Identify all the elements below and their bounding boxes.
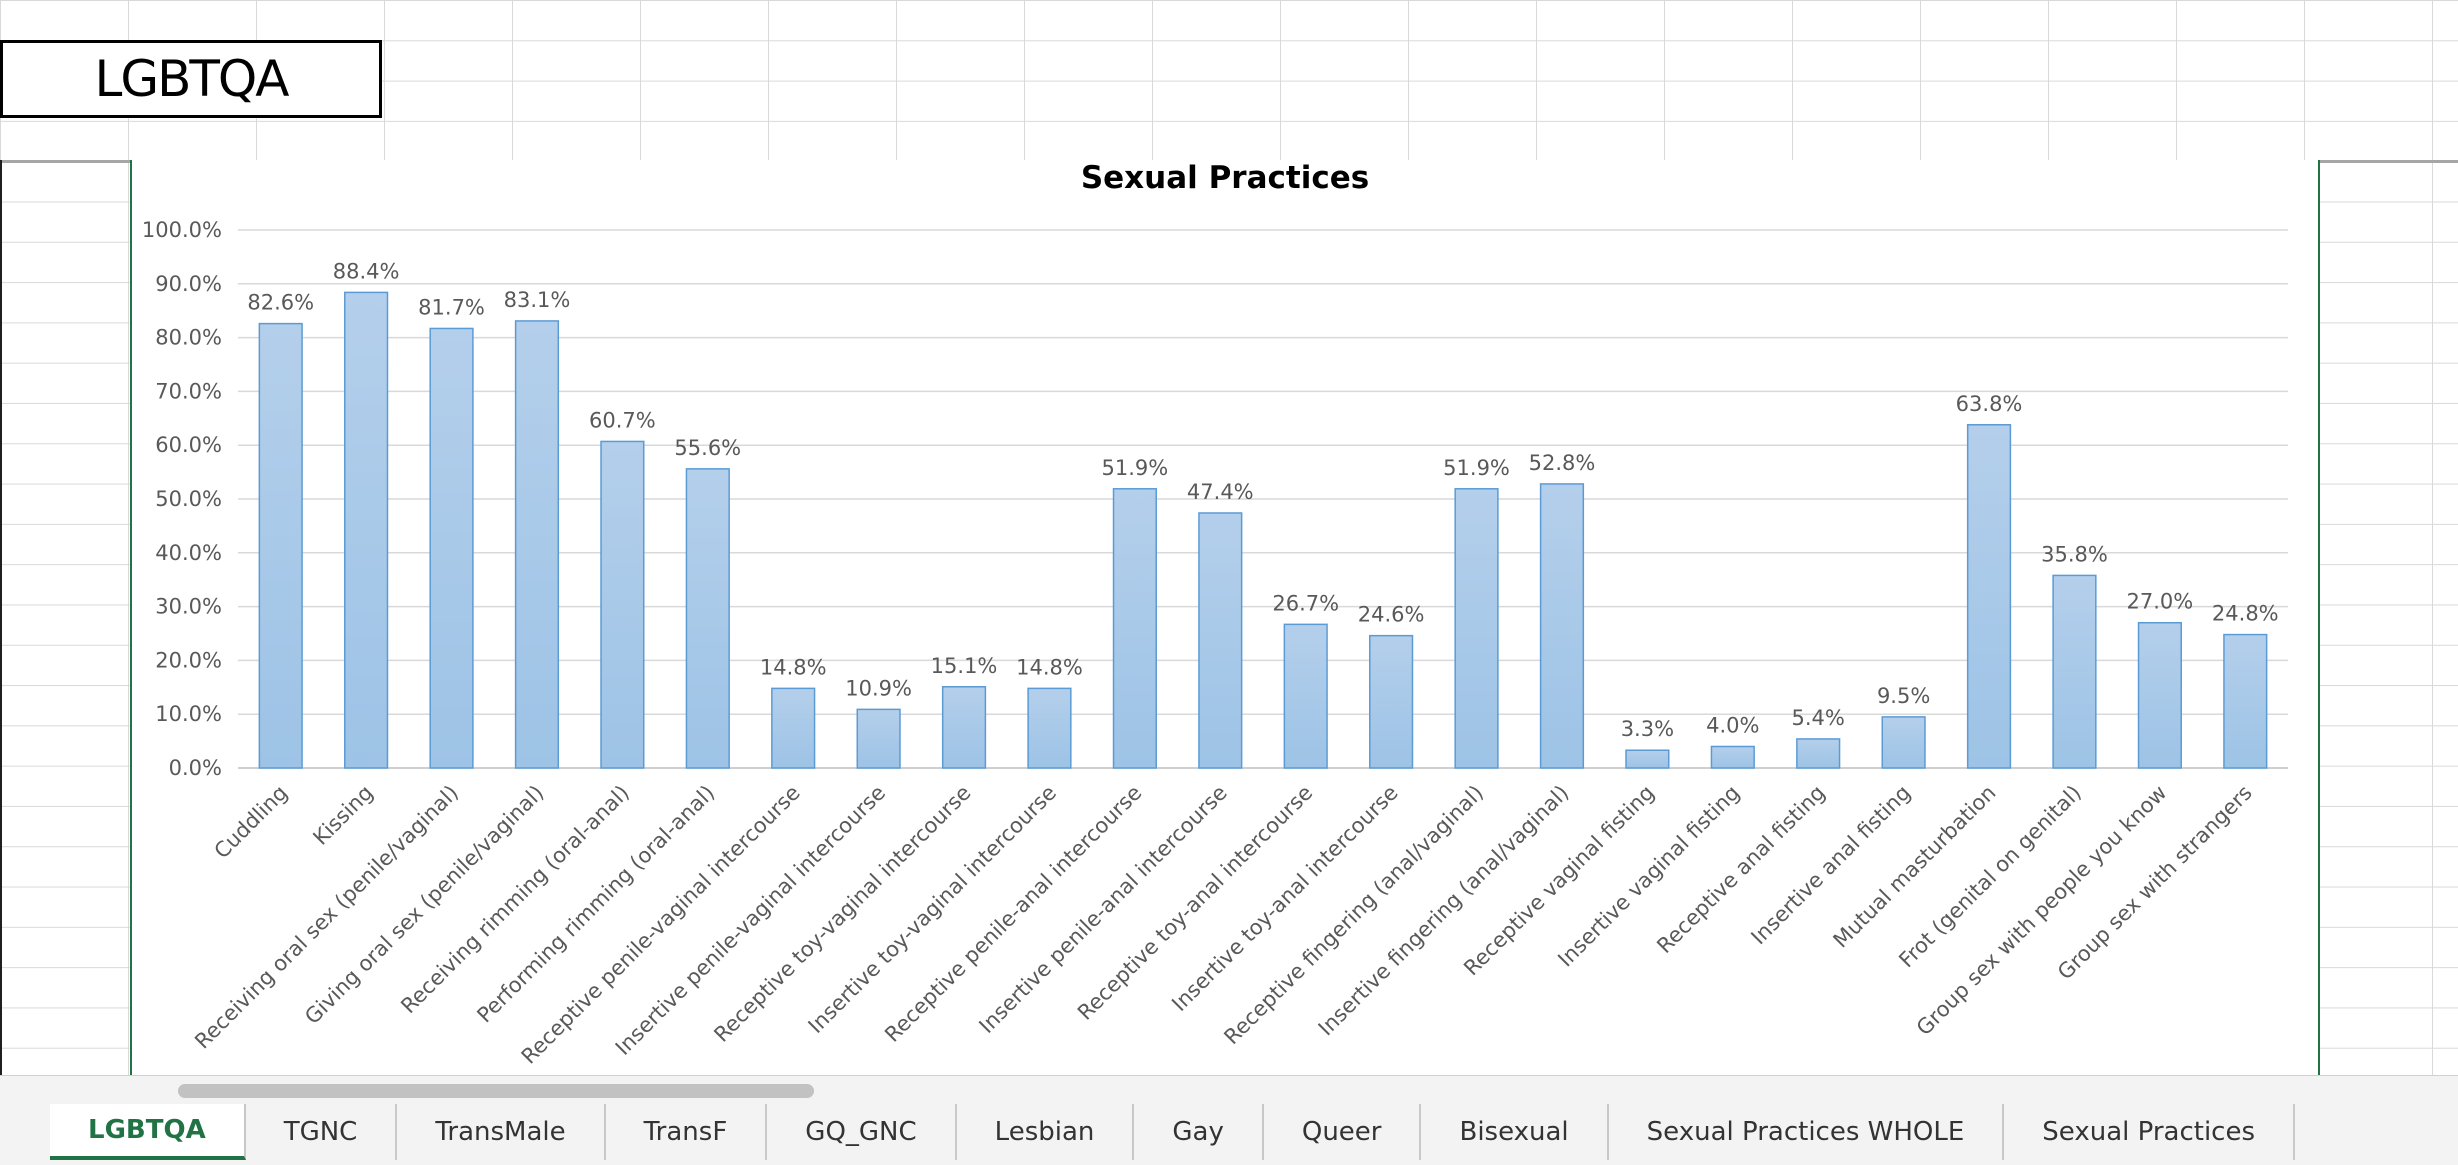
y-tick-label: 40.0% bbox=[155, 541, 222, 565]
bar bbox=[1966, 424, 2012, 769]
y-tick-label: 100.0% bbox=[142, 218, 222, 242]
sheet-tab-queer[interactable]: Queer bbox=[1264, 1104, 1422, 1160]
data-label: 82.6% bbox=[247, 291, 314, 315]
sheet-tab-lesbian[interactable]: Lesbian bbox=[957, 1104, 1135, 1160]
data-label: 60.7% bbox=[589, 408, 656, 432]
y-tick-label: 60.0% bbox=[155, 433, 222, 457]
data-label: 88.4% bbox=[333, 259, 400, 283]
category-label: Kissing bbox=[308, 781, 377, 850]
bar bbox=[429, 327, 474, 769]
bar bbox=[2052, 574, 2097, 769]
sheet-tab-lgbtqa[interactable]: LGBTQA bbox=[50, 1104, 246, 1160]
bar bbox=[2223, 633, 2268, 769]
y-tick-label: 50.0% bbox=[155, 487, 222, 511]
bar bbox=[1027, 687, 1072, 769]
data-label: 5.4% bbox=[1792, 706, 1845, 730]
sheet-tab-transmale[interactable]: TransMale bbox=[397, 1104, 606, 1160]
bar bbox=[2137, 621, 2182, 769]
sheet-title-cell[interactable]: LGBTQA bbox=[0, 40, 382, 118]
sheet-tab-gay[interactable]: Gay bbox=[1134, 1104, 1264, 1160]
bar bbox=[514, 320, 560, 769]
data-label: 24.8% bbox=[2212, 602, 2279, 626]
category-label: Cuddling bbox=[210, 781, 293, 864]
bar bbox=[600, 440, 645, 769]
data-label: 26.7% bbox=[1272, 591, 1339, 615]
data-label: 83.1% bbox=[504, 288, 571, 312]
bar bbox=[1796, 738, 1841, 769]
bar bbox=[856, 708, 901, 769]
bar bbox=[685, 468, 730, 769]
category-label: Receptive anal fisting bbox=[1652, 781, 1829, 958]
bar bbox=[1881, 716, 1926, 769]
chart-object[interactable]: Sexual Practices 0.0% 10.0% 20.0% 30.0% 40.0… bbox=[130, 160, 2320, 1075]
data-label: 14.8% bbox=[760, 655, 827, 679]
bar bbox=[771, 687, 816, 769]
data-label: 81.7% bbox=[418, 295, 485, 319]
sheet-tab-tgnc[interactable]: TGNC bbox=[246, 1104, 398, 1160]
data-label: 3.3% bbox=[1621, 717, 1674, 741]
y-tick-label: 0.0% bbox=[169, 756, 222, 780]
bar bbox=[1625, 749, 1670, 769]
sheet-tabs: LGBTQA TGNC TransMale TransF GQ_GNC Lesbian Ga… bbox=[50, 1104, 2296, 1160]
bar bbox=[1112, 488, 1157, 769]
data-label: 63.8% bbox=[1956, 392, 2023, 416]
bar bbox=[1198, 512, 1243, 769]
sheet-tab-sexual-practices[interactable]: Sexual Practices bbox=[2004, 1104, 2296, 1160]
data-label: 15.1% bbox=[931, 654, 998, 678]
bar bbox=[1710, 745, 1755, 769]
bar bbox=[258, 322, 303, 769]
data-label: 52.8% bbox=[1529, 451, 1596, 475]
data-label: 14.8% bbox=[1016, 655, 1083, 679]
data-label: 9.5% bbox=[1877, 684, 1930, 708]
bar bbox=[1283, 623, 1328, 769]
sheet-tab-transf[interactable]: TransF bbox=[606, 1104, 768, 1160]
bar bbox=[941, 686, 987, 769]
y-tick-label: 30.0% bbox=[155, 595, 222, 619]
sheet-tab-gq-gnc[interactable]: GQ_GNC bbox=[767, 1104, 957, 1160]
category-label: Insertive vaginal fisting bbox=[1553, 781, 1744, 972]
sheet-tab-bar: LGBTQA TGNC TransMale TransF GQ_GNC Lesbian Ga… bbox=[0, 1075, 2458, 1165]
category-label: Mutual masturbation bbox=[1829, 781, 2001, 953]
data-label: 47.4% bbox=[1187, 480, 1254, 504]
horizontal-scrollbar[interactable] bbox=[178, 1084, 814, 1098]
left-border bbox=[0, 160, 2, 1075]
y-tick-label: 20.0% bbox=[155, 648, 222, 672]
y-tick-label: 10.0% bbox=[155, 702, 222, 726]
bar bbox=[1369, 634, 1414, 769]
data-label: 35.8% bbox=[2041, 542, 2108, 566]
data-label: 10.9% bbox=[845, 676, 912, 700]
data-label: 24.6% bbox=[1358, 603, 1425, 627]
sheet-tab-bisexual[interactable]: Bisexual bbox=[1421, 1104, 1609, 1160]
y-tick-label: 70.0% bbox=[155, 379, 222, 403]
data-label: 27.0% bbox=[2127, 590, 2194, 614]
data-label: 51.9% bbox=[1102, 456, 1169, 480]
y-tick-label: 80.0% bbox=[155, 326, 222, 350]
category-label: Insertive anal fisting bbox=[1746, 781, 1915, 950]
bar bbox=[344, 291, 389, 769]
sheet-tab-sexual-practices-whole[interactable]: Sexual Practices WHOLE bbox=[1609, 1104, 2005, 1160]
bar bbox=[1454, 488, 1499, 769]
y-tick-label: 90.0% bbox=[155, 272, 222, 296]
data-label: 55.6% bbox=[674, 436, 741, 460]
data-label: 51.9% bbox=[1443, 456, 1510, 480]
bar bbox=[1539, 483, 1585, 769]
data-label: 4.0% bbox=[1706, 713, 1759, 737]
bar-chart: Sexual Practices 0.0% 10.0% 20.0% 30.0% 40.0… bbox=[142, 160, 2288, 1069]
chart-title: Sexual Practices bbox=[1081, 160, 1369, 196]
